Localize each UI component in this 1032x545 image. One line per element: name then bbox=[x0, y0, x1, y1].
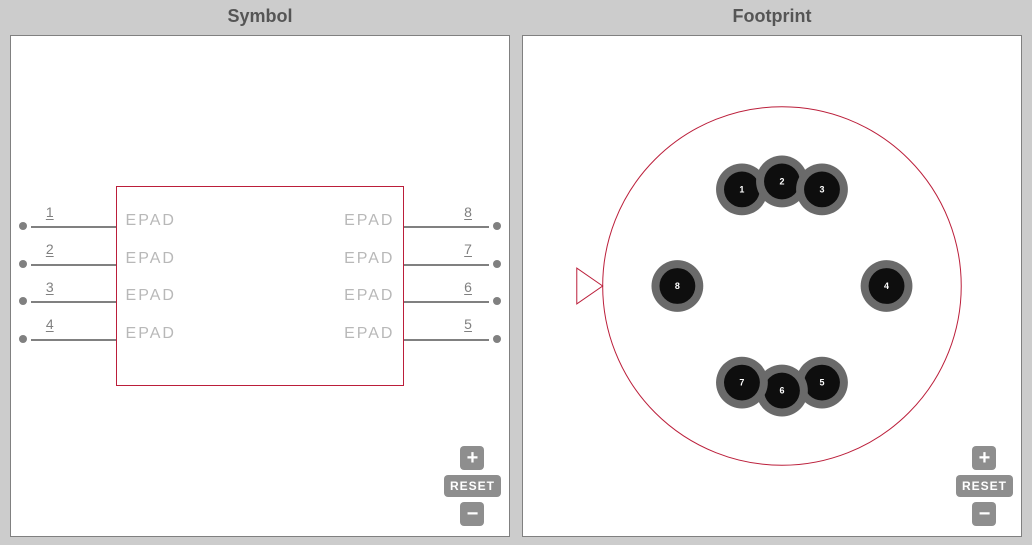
pin-label: EPAD bbox=[344, 212, 394, 230]
footprint-zoom-in-button[interactable]: + bbox=[972, 446, 996, 470]
symbol-panel-body: 1 EPAD 2 EPAD 3 EPAD 4 EPAD 8 EPAD 7 EPAD 6 EPAD 5 EPAD… bbox=[10, 35, 510, 537]
pin-endpoint bbox=[19, 260, 27, 268]
pin-wire bbox=[31, 264, 116, 266]
pin-label: EPAD bbox=[126, 325, 176, 343]
footprint-zoom-out-button[interactable]: − bbox=[972, 502, 996, 526]
symbol-zoom-in-button[interactable]: + bbox=[460, 446, 484, 470]
pin-number: 4 bbox=[46, 316, 54, 332]
pin-endpoint bbox=[493, 335, 501, 343]
symbol-panel: Symbol 1 EPAD 2 EPAD 3 EPAD 4 EPAD 8 EPAD 7 EPAD 6 EP… bbox=[10, 0, 510, 537]
pad-number: 5 bbox=[819, 378, 824, 388]
symbol-zoom-controls: + RESET − bbox=[444, 446, 501, 526]
pin-endpoint bbox=[493, 260, 501, 268]
pin-wire bbox=[404, 339, 489, 341]
pin-number: 7 bbox=[464, 241, 472, 257]
pin-wire bbox=[404, 301, 489, 303]
pad-number: 7 bbox=[739, 378, 744, 388]
pad-number: 4 bbox=[884, 281, 889, 291]
pin-number: 3 bbox=[46, 279, 54, 295]
footprint-panel-title: Footprint bbox=[522, 0, 1022, 35]
symbol-zoom-out-button[interactable]: − bbox=[460, 502, 484, 526]
pin-label: EPAD bbox=[126, 250, 176, 268]
footprint-pad: 4 bbox=[861, 260, 913, 312]
footprint-canvas: 1 2 3 4 5 6 7 8 bbox=[523, 36, 1021, 536]
pin-number: 1 bbox=[46, 204, 54, 220]
pin-wire bbox=[404, 226, 489, 228]
pin-number: 5 bbox=[464, 316, 472, 332]
pin-endpoint bbox=[19, 335, 27, 343]
pin-label: EPAD bbox=[344, 287, 394, 305]
symbol-canvas: 1 EPAD 2 EPAD 3 EPAD 4 EPAD 8 EPAD 7 EPAD 6 EPAD 5 EPAD bbox=[11, 36, 509, 536]
pad-number: 3 bbox=[819, 184, 824, 194]
footprint-zoom-controls: + RESET − bbox=[956, 446, 1013, 526]
pin-wire bbox=[404, 264, 489, 266]
footprint-pad: 3 bbox=[796, 163, 848, 215]
symbol-zoom-reset-button[interactable]: RESET bbox=[444, 475, 501, 497]
footprint-pad: 7 bbox=[716, 357, 768, 409]
footprint-pad: 8 bbox=[651, 260, 703, 312]
footprint-panel-body: 1 2 3 4 5 6 7 8 + RESET − bbox=[522, 35, 1022, 537]
pin-label: EPAD bbox=[344, 250, 394, 268]
pin-wire bbox=[31, 339, 116, 341]
pin-wire bbox=[31, 301, 116, 303]
pad-number: 8 bbox=[675, 281, 680, 291]
pin-label: EPAD bbox=[344, 325, 394, 343]
pin-endpoint bbox=[19, 222, 27, 230]
pad-number: 1 bbox=[739, 184, 744, 194]
pin-wire bbox=[31, 226, 116, 228]
pin-label: EPAD bbox=[126, 287, 176, 305]
pin-number: 6 bbox=[464, 279, 472, 295]
pad-number: 6 bbox=[779, 386, 784, 396]
pin-number: 8 bbox=[464, 204, 472, 220]
pin-endpoint bbox=[493, 297, 501, 305]
pin-label: EPAD bbox=[126, 212, 176, 230]
footprint-panel: Footprint 1 2 3 4 5 6 7 8 + RESET − bbox=[522, 0, 1022, 537]
pin-endpoint bbox=[493, 222, 501, 230]
symbol-panel-title: Symbol bbox=[10, 0, 510, 35]
pad-number: 2 bbox=[779, 176, 784, 186]
pin-endpoint bbox=[19, 297, 27, 305]
footprint-zoom-reset-button[interactable]: RESET bbox=[956, 475, 1013, 497]
pin-number: 2 bbox=[46, 241, 54, 257]
key-triangle bbox=[577, 268, 603, 304]
